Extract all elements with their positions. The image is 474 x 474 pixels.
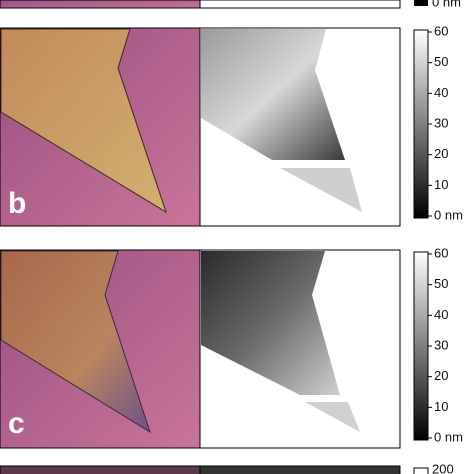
afm-flake — [201, 251, 340, 395]
colorbar-label: 0 nm — [432, 0, 461, 9]
colorbar-tick-label: 50 — [434, 54, 448, 69]
colorbar-tick-label: 60 — [434, 245, 448, 260]
colorbar-tick-label: 0 nm — [434, 429, 463, 444]
colorbar-tick-label: 40 — [434, 85, 448, 100]
colorbar-tick-label: 60 — [434, 23, 448, 38]
colorbar — [413, 29, 429, 219]
afm-flake — [305, 402, 360, 432]
colorbar-tick-label: 30 — [434, 337, 448, 352]
panel-label: b — [8, 187, 26, 220]
afm-flake — [201, 29, 345, 160]
image-edge — [0, 0, 201, 9]
colorbar-label: 200 — [432, 461, 454, 474]
panel-b: b — [0, 27, 429, 227]
colorbar-tick-label: 10 — [434, 177, 448, 192]
flake — [0, 28, 167, 214]
flake — [0, 250, 151, 434]
colorbar-edge — [414, 0, 428, 6]
colorbar-tick-label: 20 — [434, 368, 448, 383]
colorbar-edge — [413, 467, 429, 474]
afm-flake — [280, 168, 362, 212]
colorbar-tick-label: 20 — [434, 146, 448, 161]
image-edge — [0, 465, 201, 474]
colorbar-tick-label: 50 — [434, 276, 448, 291]
panel-c: c — [0, 249, 429, 449]
image-edge — [199, 465, 401, 474]
image-edge — [199, 0, 401, 9]
colorbar-tick-label: 10 — [434, 399, 448, 414]
colorbar-tick-label: 40 — [434, 307, 448, 322]
panel-label: c — [8, 407, 25, 440]
colorbar — [413, 251, 429, 441]
colorbar-tick-label: 30 — [434, 115, 448, 130]
colorbar-tick-label: 0 nm — [434, 207, 463, 222]
